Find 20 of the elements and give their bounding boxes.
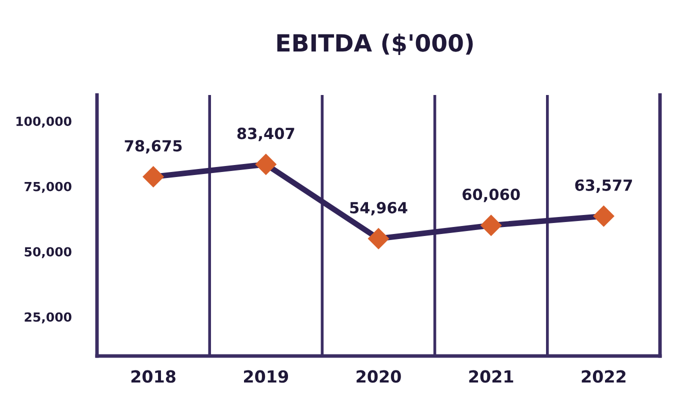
data-label: 54,964 (350, 202, 408, 216)
y-tick-label: 100,000 (16, 116, 72, 128)
point (255, 154, 277, 176)
x-tick-label: 2018 (131, 370, 176, 383)
data-label: 60,060 (462, 188, 520, 202)
y-tick-label: 25,000 (24, 312, 72, 324)
x-tick-label: 2022 (582, 370, 626, 383)
data-label: 78,675 (124, 140, 182, 154)
data-label: 63,577 (575, 179, 632, 193)
x-tick-label: 2021 (469, 370, 514, 383)
y-tick-label: 50,000 (24, 247, 72, 258)
x-tick-label: 2019 (244, 370, 288, 383)
point (368, 228, 390, 250)
y-tick-label: 75,000 (24, 182, 72, 193)
point (142, 166, 164, 188)
point (592, 205, 614, 227)
data-label: 83,407 (237, 128, 294, 142)
x-tick-label: 2020 (356, 370, 401, 383)
chart-title: EBITDA ($'000) (277, 34, 473, 55)
point (480, 214, 502, 236)
